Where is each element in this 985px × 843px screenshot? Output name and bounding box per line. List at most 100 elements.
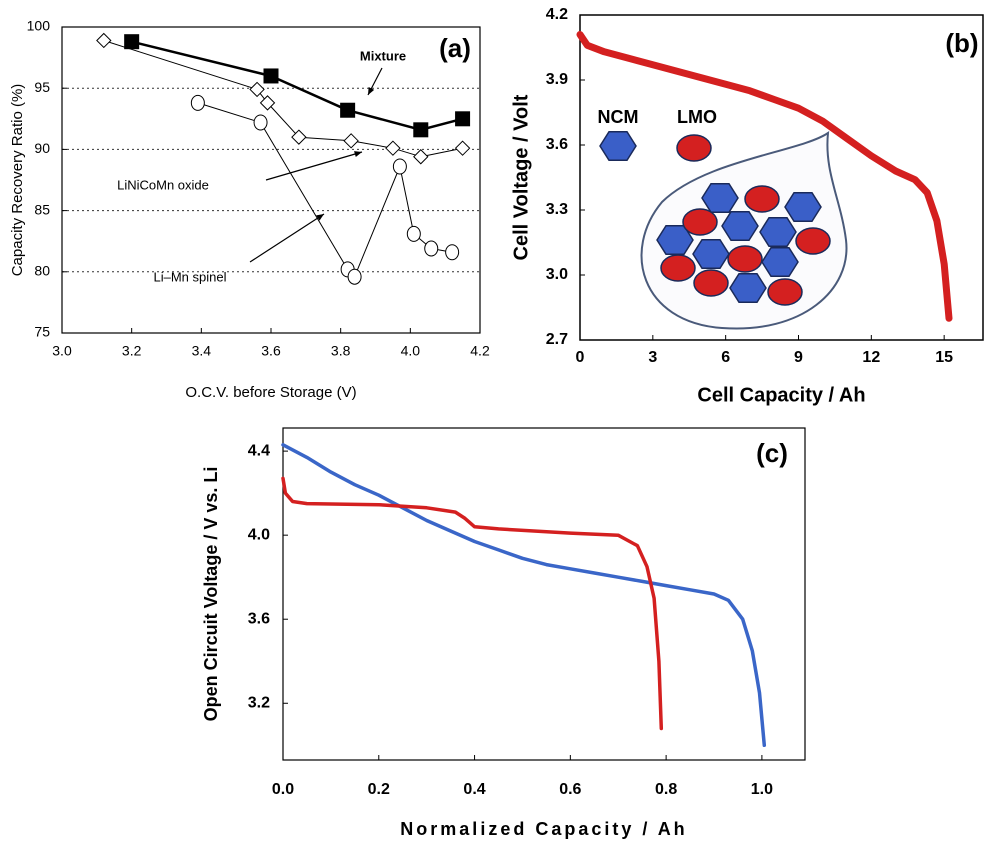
y-tick-label: 3.3	[546, 201, 568, 218]
x-tick-label: 0.4	[463, 781, 485, 798]
series-line	[130, 40, 464, 132]
marker-square	[124, 34, 140, 50]
marker-diamond	[291, 129, 307, 145]
x-tick-label: 9	[794, 349, 803, 366]
marker-diamond	[249, 81, 265, 98]
series-label: LiNiCoMn oxide	[117, 177, 209, 192]
arrow-head	[354, 151, 362, 158]
y-axis-label: Open Circuit Voltage / V vs. Li	[201, 467, 221, 722]
marker-diamond	[96, 32, 112, 49]
y-tick-label: 2.7	[546, 331, 568, 348]
arrow-head	[316, 214, 324, 221]
lmo-particle	[727, 245, 763, 273]
electrode-illustration	[599, 130, 848, 330]
x-axis-label: Normalized Capacity / Ah	[400, 819, 687, 839]
x-axis-label: Cell Capacity / Ah	[697, 384, 865, 406]
y-tick-label: 3.2	[248, 694, 270, 711]
ncm-particle	[599, 130, 637, 162]
x-tick-label: 0.0	[272, 781, 294, 798]
x-tick-label: 3.8	[331, 343, 351, 359]
annotation: NCM	[598, 107, 639, 127]
y-tick-label: 3.0	[546, 266, 568, 283]
series-line	[281, 476, 664, 731]
x-tick-label: 3.2	[122, 343, 142, 359]
lmo-particle	[767, 278, 803, 306]
plot-frame	[579, 14, 984, 341]
ncm-particle	[692, 238, 730, 270]
x-tick-label: 12	[862, 349, 880, 366]
arrow-head	[368, 87, 375, 95]
annotation: LMO	[677, 107, 717, 127]
annotation: (c)	[756, 438, 788, 468]
x-tick-label: 3.0	[52, 343, 72, 359]
y-tick-label: 4.2	[546, 6, 568, 23]
ncm-particle	[759, 216, 797, 248]
annotation: (b)	[945, 28, 978, 58]
ncm-particle	[721, 210, 759, 242]
plot-frame	[61, 26, 481, 334]
x-tick-label: 4.0	[401, 343, 421, 359]
y-tick-label: 3.6	[546, 136, 568, 153]
x-tick-label: 3.4	[192, 343, 212, 359]
marker-square	[263, 68, 279, 84]
ncm-particle	[701, 182, 739, 214]
x-tick-label: 0.2	[368, 781, 390, 798]
x-axis-label: O.C.V. before Storage (V)	[185, 384, 356, 401]
marker-diamond	[343, 133, 359, 149]
arrow-shaft	[249, 213, 325, 263]
x-tick-label: 3	[648, 349, 657, 366]
x-tick-label: 6	[721, 349, 730, 366]
y-tick-label: 95	[34, 79, 50, 95]
marker-diamond	[385, 140, 401, 156]
x-tick-label: 1.0	[751, 781, 773, 798]
series-line	[103, 40, 464, 158]
marker-diamond	[413, 149, 429, 165]
series-line	[576, 31, 953, 322]
annotation: (a)	[439, 33, 471, 63]
series-label: Mixture	[360, 48, 406, 63]
y-tick-label: 3.6	[248, 610, 270, 627]
marker-diamond	[454, 140, 471, 156]
lmo-particle	[682, 208, 718, 236]
marker-square	[413, 122, 429, 138]
x-tick-label: 0	[576, 349, 585, 366]
x-tick-label: 3.6	[261, 343, 281, 359]
marker-square	[340, 102, 356, 118]
lmo-particle	[676, 134, 712, 162]
lmo-particle	[660, 254, 696, 282]
marker-circle	[392, 158, 407, 175]
y-tick-label: 90	[34, 140, 50, 156]
y-tick-label: 100	[27, 18, 51, 34]
y-axis-label: Capacity Recovery Ratio (%)	[9, 84, 26, 277]
chart-panel: 2.7 3.0 3.3 3.6 3.9 4.2 0 3 6 9 12 15 Cell Capacity …	[510, 6, 984, 406]
lmo-particle	[693, 269, 729, 297]
marker-square	[455, 111, 471, 127]
series-label: Li–Mn spinel	[154, 269, 227, 284]
ncm-particle	[784, 191, 822, 223]
x-tick-label: 4.2	[470, 343, 490, 359]
marker-diamond	[259, 95, 276, 111]
marker-circle	[406, 225, 421, 242]
y-tick-label: 3.9	[546, 71, 568, 88]
y-tick-label: 80	[34, 263, 50, 279]
arrow-shaft	[265, 151, 363, 181]
chart-panel: 3.2 3.6 4.0 4.4 0.0 0.2 0.4 0.6 0.8 1.0 Normalized…	[201, 427, 806, 839]
series-line	[281, 443, 767, 748]
y-axis-label: Cell Voltage / Volt	[510, 94, 532, 260]
y-tick-label: 4.0	[248, 526, 270, 543]
chart-panel: 75 80 85 90 95 100 3.0 3.2 3.4 3.6 3.8 4.0 4.2 O.C.V.…	[9, 18, 490, 401]
marker-circle	[347, 268, 362, 285]
plot-frame	[282, 427, 806, 761]
x-tick-label: 15	[935, 349, 953, 366]
x-tick-label: 0.6	[559, 781, 581, 798]
ncm-particle	[729, 272, 767, 304]
lmo-particle	[795, 227, 831, 255]
marker-circle	[424, 240, 439, 257]
y-tick-label: 85	[34, 201, 50, 217]
y-tick-label: 75	[34, 324, 50, 340]
marker-circle	[190, 94, 205, 111]
x-tick-label: 0.8	[655, 781, 677, 798]
y-tick-label: 4.4	[248, 442, 270, 459]
